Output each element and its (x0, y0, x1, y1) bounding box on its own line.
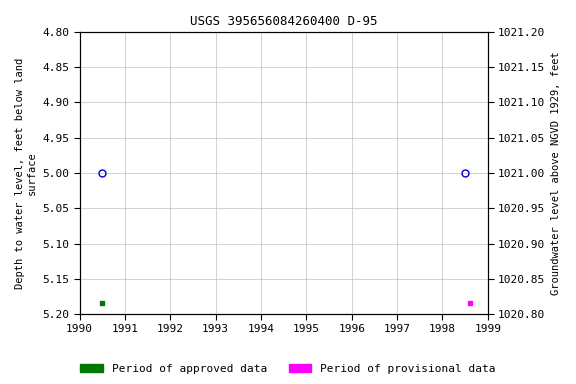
Y-axis label: Depth to water level, feet below land
surface: Depth to water level, feet below land su… (15, 57, 37, 289)
Legend: Period of approved data, Period of provisional data: Period of approved data, Period of provi… (76, 359, 500, 379)
Title: USGS 395656084260400 D-95: USGS 395656084260400 D-95 (190, 15, 377, 28)
Y-axis label: Groundwater level above NGVD 1929, feet: Groundwater level above NGVD 1929, feet (551, 51, 561, 295)
